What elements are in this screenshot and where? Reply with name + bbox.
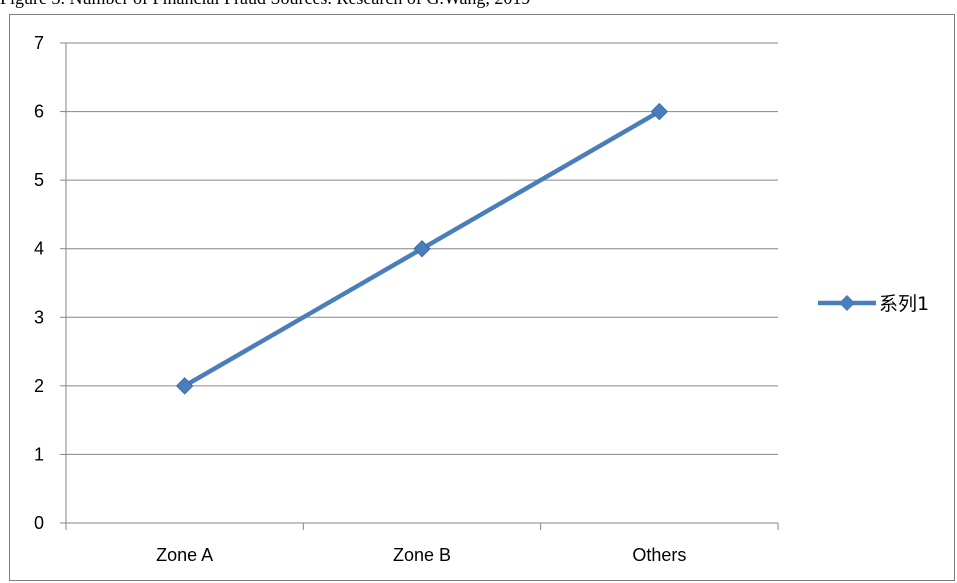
data-point xyxy=(175,377,194,395)
y-tick-label: 6 xyxy=(34,102,44,122)
chart-area xyxy=(9,14,955,581)
y-tick-label: 5 xyxy=(34,170,44,190)
series-group xyxy=(175,102,669,395)
legend-marker xyxy=(839,295,855,311)
y-tick-label: 7 xyxy=(34,33,44,53)
x-tick-label: Others xyxy=(632,545,686,565)
x-tick-label: Zone A xyxy=(156,545,213,565)
y-tick-label: 2 xyxy=(34,376,44,396)
legend: 系列1 xyxy=(818,293,929,315)
axes xyxy=(60,42,779,530)
gridlines xyxy=(66,42,778,455)
data-point xyxy=(650,102,669,121)
figure-caption: Figure 3. Number of Financial Fraud Sour… xyxy=(0,0,957,12)
x-tick-label: Zone B xyxy=(393,545,451,565)
y-tick-label: 4 xyxy=(34,239,44,259)
x-tick-labels: Zone A Zone B Others xyxy=(156,545,686,565)
legend-label: 系列1 xyxy=(879,293,929,315)
y-tick-label: 3 xyxy=(34,307,44,327)
y-tick-labels: 0 1 2 3 4 5 6 7 xyxy=(34,33,44,533)
data-point xyxy=(413,240,431,258)
y-tick-label: 1 xyxy=(34,444,44,464)
y-tick-label: 0 xyxy=(34,513,44,533)
